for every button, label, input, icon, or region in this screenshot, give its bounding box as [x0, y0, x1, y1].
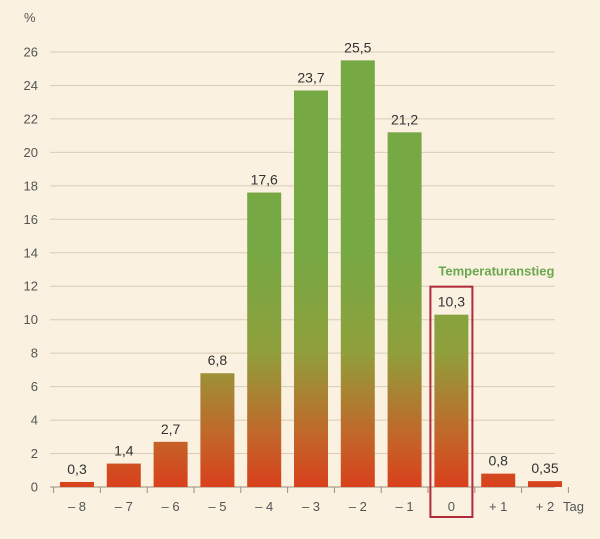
x-tick-label: – 3: [302, 499, 320, 514]
data-label: 0,35: [531, 460, 558, 476]
annotation-temperaturanstieg: Temperaturanstieg: [438, 264, 554, 279]
data-label: 0,3: [67, 461, 87, 477]
data-label: 21,2: [391, 111, 418, 127]
y-tick-label: 22: [24, 111, 38, 126]
y-tick-label: 8: [31, 346, 38, 361]
bar-3: [200, 373, 235, 487]
y-tick-label: 0: [31, 480, 38, 495]
bar-6: [340, 60, 375, 487]
axes: [50, 486, 569, 493]
bar-9: [481, 473, 516, 487]
y-tick-label: 4: [31, 413, 38, 428]
bar-7: [387, 132, 422, 488]
bars: [60, 60, 562, 488]
data-label: 17,6: [251, 172, 278, 188]
y-tick-label: 18: [24, 178, 38, 193]
bar-2: [153, 441, 188, 487]
data-label: 23,7: [297, 69, 324, 85]
y-tick-label: 20: [24, 145, 38, 160]
data-label: 6,8: [208, 352, 228, 368]
bar-4: [247, 192, 282, 488]
x-tick-label: – 2: [349, 499, 367, 514]
bar-1: [106, 463, 141, 487]
y-tick-label: 26: [24, 45, 38, 60]
y-tick-label: 6: [31, 379, 38, 394]
bar-5: [294, 90, 328, 487]
data-label: 10,3: [438, 294, 465, 310]
y-tick-label: 16: [24, 212, 38, 227]
y-axis-unit-label: %: [24, 10, 36, 25]
y-tick-label: 24: [24, 78, 38, 93]
x-tick-label: – 4: [255, 499, 273, 514]
y-tick-label: 12: [24, 279, 38, 294]
y-tick-label: 10: [24, 312, 38, 327]
x-tick-label: 0: [448, 499, 455, 514]
x-tick-label: – 6: [162, 499, 180, 514]
x-tick-label: + 2: [536, 499, 554, 514]
x-tick-label: – 8: [68, 499, 86, 514]
x-tick-label: – 7: [115, 499, 133, 514]
x-tick-label: – 5: [208, 499, 226, 514]
data-label: 2,7: [161, 421, 181, 437]
bar-0: [60, 481, 94, 487]
highlight-frame: [429, 285, 474, 518]
data-label: 25,5: [344, 39, 371, 55]
x-tick-label: + 1: [489, 499, 507, 514]
data-label: 1,4: [114, 443, 134, 459]
bar-10: [528, 481, 562, 487]
y-tick-label: 14: [24, 245, 38, 260]
bar-8: [434, 314, 469, 487]
x-axis-unit-label: Tag: [563, 499, 584, 514]
y-tick-label: 2: [31, 446, 38, 461]
data-label: 0,8: [488, 453, 508, 469]
x-tick-label: – 1: [396, 499, 414, 514]
